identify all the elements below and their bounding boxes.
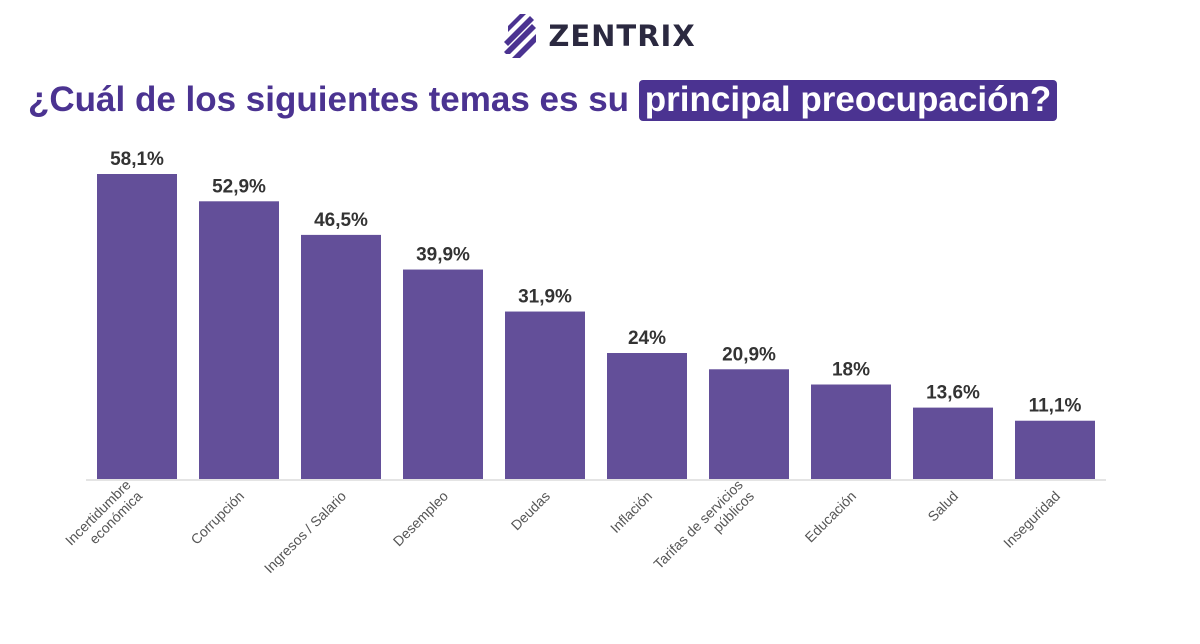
category-label: Salud — [924, 488, 961, 525]
bar — [97, 174, 177, 479]
bar-value-label: 52,9% — [212, 176, 266, 197]
bar-value-label: 13,6% — [926, 383, 980, 404]
category-label-line: Deudas — [508, 488, 553, 533]
bar — [811, 384, 891, 479]
category-label-line: Ingresos / Salario — [261, 488, 350, 577]
bar — [301, 234, 381, 479]
category-label: Ingresos / Salario — [261, 488, 350, 577]
bar — [403, 269, 483, 479]
bar — [505, 311, 585, 479]
bar-value-label: 58,1% — [110, 149, 164, 170]
category-label: Educación — [802, 488, 860, 546]
category-label: Corrupción — [187, 488, 247, 548]
category-label: Tarifas de serviciospúblicos — [650, 476, 757, 583]
category-label-line: Inflación — [607, 488, 655, 536]
page-title: ¿Cuál de los siguientes temas es su prin… — [28, 78, 1058, 122]
bar-value-label: 39,9% — [416, 245, 470, 266]
category-label-line: Educación — [802, 488, 860, 546]
bar-value-label: 11,1% — [1029, 396, 1082, 417]
brand-name: ZENTRIX — [548, 19, 696, 53]
category-label-line: Corrupción — [187, 488, 247, 548]
bar — [1015, 420, 1095, 479]
bar — [607, 353, 687, 479]
bar-value-label: 46,5% — [314, 210, 368, 231]
bar-value-label: 31,9% — [518, 287, 572, 308]
title-prefix: ¿Cuál de los siguientes temas es su — [28, 80, 630, 119]
bar-value-label: 24% — [628, 328, 666, 349]
brand-header: ZENTRIX — [0, 6, 1200, 66]
category-label: Inseguridad — [1000, 488, 1063, 551]
bar — [709, 369, 789, 479]
category-label: Desempleo — [390, 488, 452, 550]
title-highlight: principal preocupación? — [638, 80, 1058, 121]
bar-value-label: 20,9% — [722, 344, 776, 365]
bar — [199, 201, 279, 479]
category-label: Inflación — [607, 488, 655, 536]
category-label-line: Salud — [924, 488, 961, 525]
category-label-line: Desempleo — [390, 488, 452, 550]
category-label: Incertidumbreeconómica — [62, 476, 145, 559]
bar — [913, 407, 993, 479]
zentrix-logo-icon — [504, 14, 537, 58]
bar-value-label: 18% — [832, 360, 870, 381]
category-label: Deudas — [508, 488, 553, 533]
category-label-line: Inseguridad — [1000, 488, 1063, 551]
